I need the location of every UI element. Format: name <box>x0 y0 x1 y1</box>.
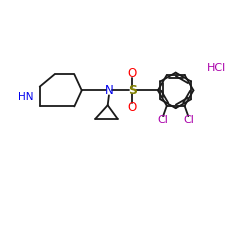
Text: S: S <box>128 84 137 97</box>
Text: O: O <box>128 66 137 80</box>
Text: O: O <box>128 101 137 114</box>
Text: HCl: HCl <box>207 63 226 73</box>
Text: N: N <box>104 84 113 97</box>
Text: Cl: Cl <box>157 115 168 125</box>
Text: Cl: Cl <box>184 115 194 125</box>
Text: HN: HN <box>18 92 34 102</box>
